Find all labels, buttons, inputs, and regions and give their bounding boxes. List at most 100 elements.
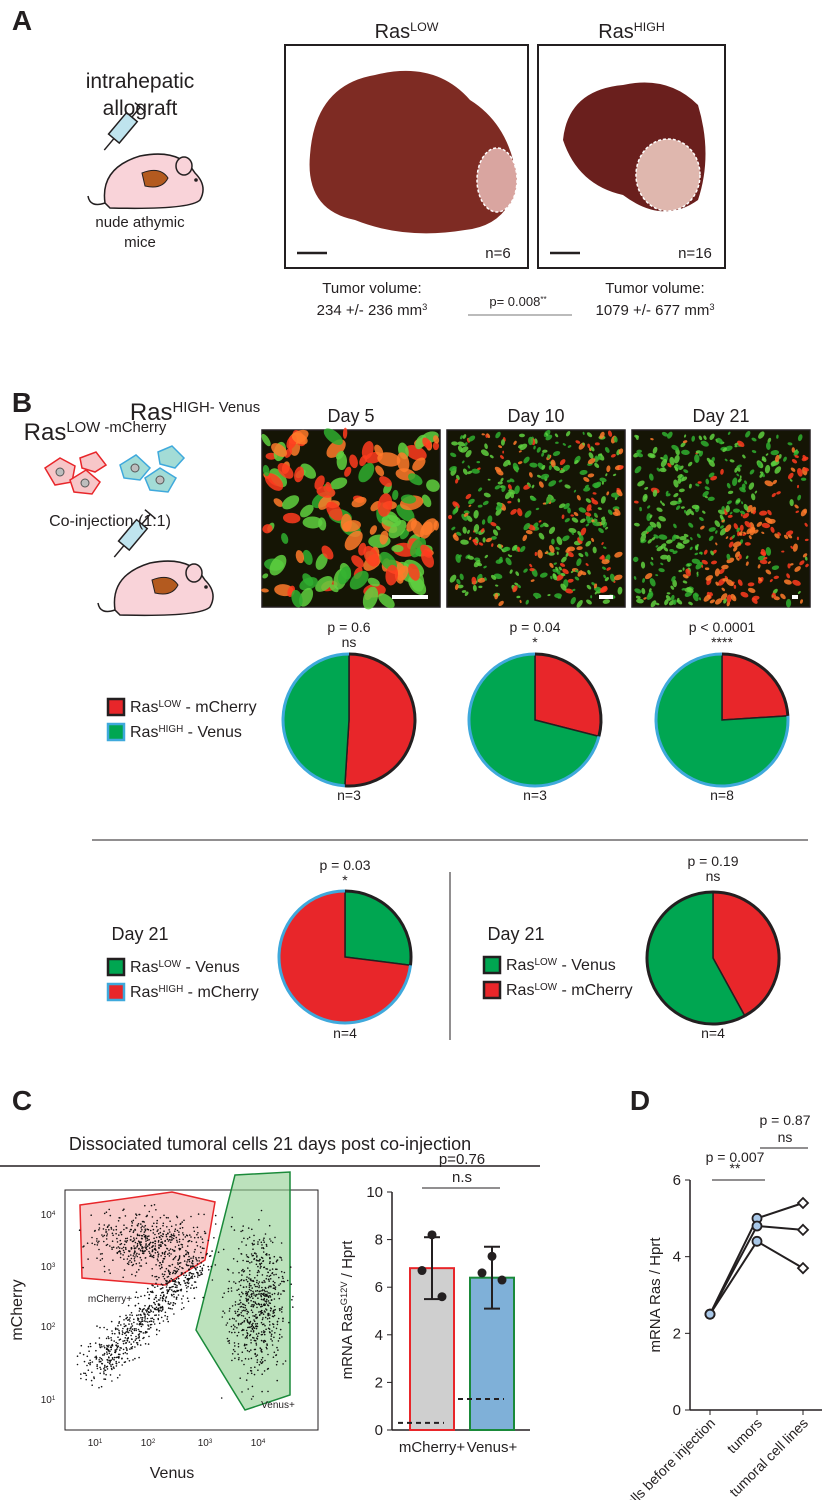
text-span: 1079 +/- 677 mm [596, 302, 710, 319]
liver-photo [309, 70, 517, 234]
n-label: n=8 [710, 787, 734, 803]
cytometry-event [271, 1344, 274, 1346]
cytometry-event [268, 1254, 271, 1256]
cytometry-event [254, 1277, 256, 1279]
y-tick-label: 103 [41, 1262, 56, 1274]
superscript: 3 [709, 302, 714, 312]
cytometry-event [200, 1262, 202, 1264]
cell-texture [603, 546, 607, 549]
cell-texture [321, 545, 334, 560]
cytometry-event [267, 1278, 270, 1281]
cytometry-event [152, 1311, 155, 1313]
cell-texture [537, 474, 542, 478]
plot-frame [64, 1189, 319, 1431]
cytometry-event [121, 1330, 124, 1332]
cell-texture [637, 480, 645, 487]
cytometry-event [134, 1241, 137, 1244]
cytometry-event [142, 1252, 145, 1255]
cell-texture [646, 513, 652, 522]
cytometry-event [262, 1317, 264, 1319]
cytometry-event [196, 1260, 198, 1262]
panel-label: C [12, 1085, 32, 1116]
cytometry-event [147, 1307, 150, 1309]
cytometry-event [131, 1328, 134, 1330]
cytometry-event [131, 1273, 133, 1276]
cytometry-event [262, 1330, 265, 1332]
cytometry-event [246, 1334, 248, 1337]
cytometry-event [141, 1245, 143, 1248]
cell-texture [691, 435, 696, 442]
cytometry-event [170, 1225, 173, 1228]
cytometry-event [159, 1216, 162, 1219]
cell-texture [751, 437, 757, 442]
panel-label: A [12, 5, 32, 36]
cytometry-event [147, 1328, 149, 1330]
cytometry-event [245, 1292, 247, 1295]
cell-texture [515, 571, 520, 576]
cytometry-event [111, 1380, 113, 1382]
n-label: n=4 [701, 1025, 725, 1041]
cytometry-event [269, 1238, 271, 1240]
cell-texture [709, 599, 715, 604]
cytometry-event [167, 1301, 170, 1303]
cytometry-event [119, 1349, 121, 1351]
cytometry-event [177, 1244, 180, 1247]
cell-texture [555, 441, 559, 444]
cell-texture [733, 546, 738, 552]
cytometry-event [158, 1314, 160, 1316]
cell-texture [591, 499, 599, 505]
cytometry-event [157, 1229, 159, 1231]
cell-texture [774, 466, 782, 474]
cell-texture [484, 443, 488, 450]
cell-texture [796, 484, 800, 489]
cytometry-event [157, 1256, 159, 1258]
cytometry-event [136, 1225, 139, 1227]
cytometry-event [172, 1279, 174, 1281]
cell-texture [745, 555, 749, 560]
cell-texture [573, 489, 577, 493]
cell-texture [758, 577, 763, 582]
cytometry-event [111, 1246, 113, 1249]
cytometry-event [199, 1246, 202, 1248]
cytometry-event [156, 1300, 158, 1303]
cell-texture [688, 601, 693, 606]
cell-texture [584, 551, 589, 557]
cytometry-event [168, 1249, 170, 1252]
cytometry-event [250, 1293, 252, 1296]
cell-texture [802, 553, 808, 558]
cytometry-event [179, 1265, 181, 1268]
cytometry-event [265, 1294, 268, 1297]
cytometry-event [146, 1228, 148, 1230]
cytometry-event [151, 1241, 154, 1244]
cell-texture [549, 545, 555, 553]
cell-texture [673, 523, 677, 529]
cytometry-event [117, 1324, 119, 1327]
cell-texture [545, 434, 553, 441]
cell-texture [660, 562, 664, 566]
cytometry-event [190, 1265, 192, 1267]
cytometry-event [83, 1360, 86, 1363]
cytometry-event [262, 1239, 265, 1241]
cytometry-event [244, 1304, 247, 1307]
cytometry-event [129, 1348, 131, 1350]
significance: ns [342, 634, 357, 650]
superscript: 1 [99, 1438, 103, 1445]
cytometry-event [124, 1361, 127, 1363]
n-label: n=3 [337, 787, 361, 803]
cytometry-event [112, 1259, 114, 1261]
cytometry-event [151, 1268, 153, 1270]
cell-texture [495, 431, 501, 439]
cytometry-event [273, 1284, 276, 1287]
cytometry-event [119, 1347, 121, 1349]
cell-texture [481, 519, 486, 525]
cytometry-event [255, 1290, 257, 1292]
cell-texture [513, 440, 517, 445]
cell-texture [396, 452, 410, 473]
cell-texture [760, 551, 766, 556]
cytometry-event [76, 1363, 79, 1366]
cell-texture [500, 439, 505, 446]
cytometry-event [155, 1225, 158, 1228]
tumor-outline [635, 138, 701, 212]
cytometry-event [114, 1327, 117, 1329]
cytometry-event [255, 1325, 257, 1327]
